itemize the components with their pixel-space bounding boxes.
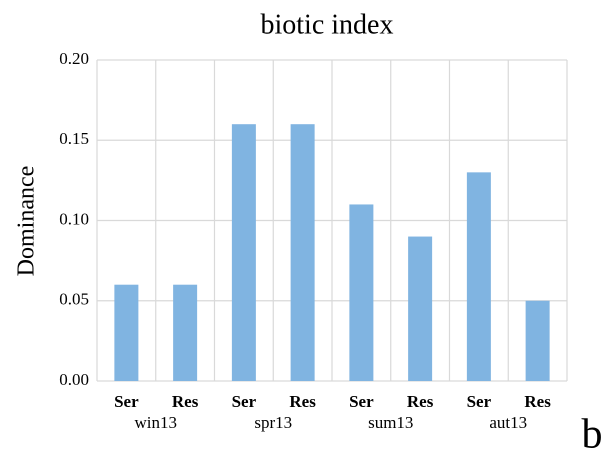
bar <box>408 236 433 381</box>
group-label: spr13 <box>254 413 292 432</box>
bar <box>231 124 256 381</box>
bar <box>114 284 139 381</box>
bar <box>525 300 550 381</box>
group-label: sum13 <box>368 413 413 432</box>
x-tick-label: Ser <box>114 392 139 411</box>
x-tick-label: Ser <box>349 392 374 411</box>
bar <box>466 172 491 381</box>
y-tick-label: 0.05 <box>59 290 89 309</box>
bar <box>349 204 374 381</box>
x-tick-label: Res <box>172 392 199 411</box>
y-tick-label: 0.15 <box>59 129 89 148</box>
bar <box>173 284 198 381</box>
y-tick-label: 0.00 <box>59 370 89 389</box>
x-tick-label: Ser <box>467 392 492 411</box>
annotation: b <box>582 412 603 456</box>
group-label: aut13 <box>489 413 527 432</box>
x-tick-label: Res <box>524 392 551 411</box>
chart-title: biotic index <box>261 9 394 40</box>
x-tick-label: Res <box>289 392 316 411</box>
bar <box>290 124 315 381</box>
x-tick-label: Res <box>407 392 434 411</box>
y-tick-label: 0.10 <box>59 209 89 228</box>
y-tick-label: 0.20 <box>59 49 89 68</box>
x-tick-label: Ser <box>232 392 257 411</box>
group-label: win13 <box>135 413 178 432</box>
y-axis-label: Dominance <box>14 166 40 277</box>
